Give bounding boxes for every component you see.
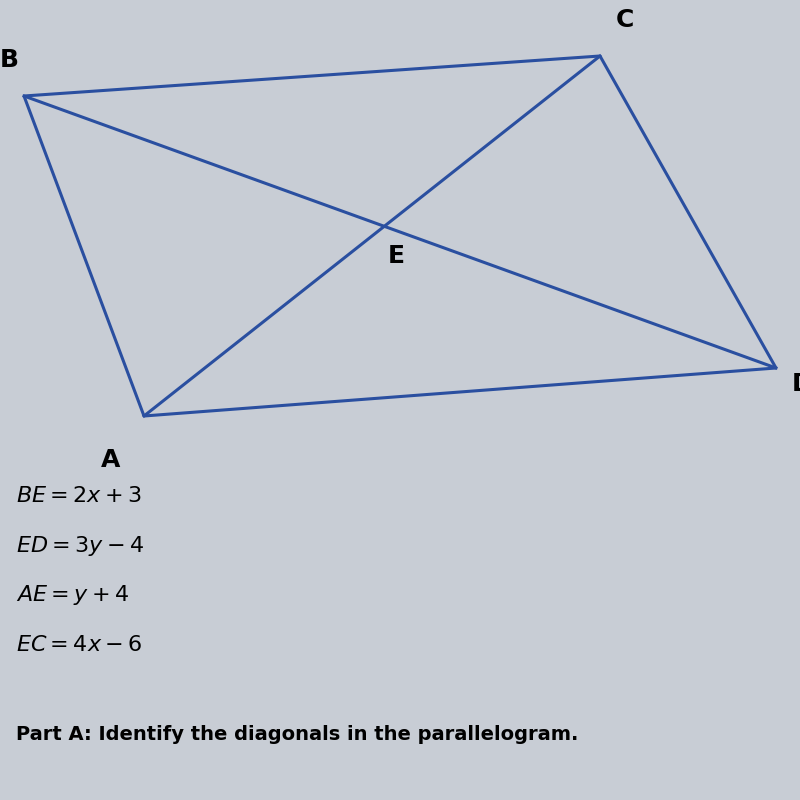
Text: $AE = y + 4$: $AE = y + 4$ [16,583,129,607]
Text: $EC = 4x - 6$: $EC = 4x - 6$ [16,635,142,654]
Text: E: E [388,244,405,268]
Text: $BE = 2x + 3$: $BE = 2x + 3$ [16,486,142,506]
Text: B: B [0,48,19,72]
Text: $ED = 3y - 4$: $ED = 3y - 4$ [16,534,144,558]
Text: C: C [616,8,634,32]
Text: A: A [101,448,120,472]
Text: D: D [792,372,800,396]
Text: Part A: Identify the diagonals in the parallelogram.: Part A: Identify the diagonals in the pa… [16,725,578,744]
